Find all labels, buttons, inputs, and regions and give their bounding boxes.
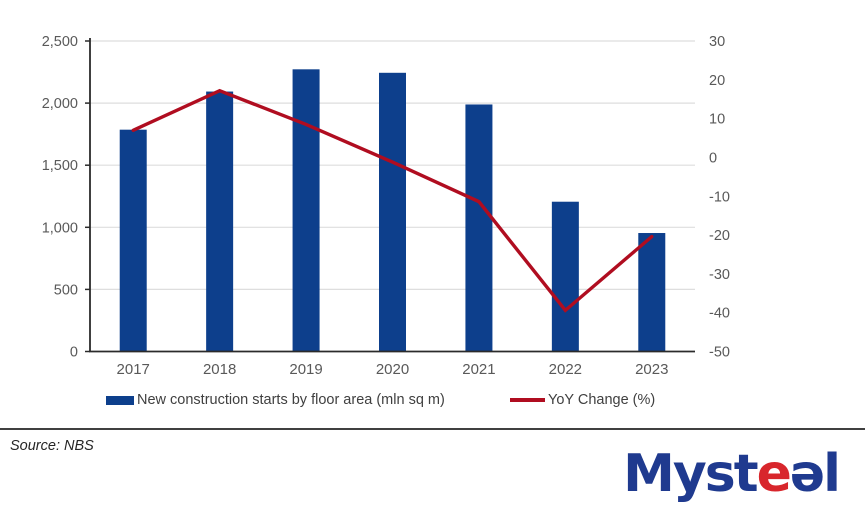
mysteel-logo: Mysteəl — [623, 444, 841, 504]
left-axis-tick-label: 2,000 — [42, 96, 78, 112]
source-note: Source: NBS — [10, 438, 94, 454]
bar-series-swatch — [106, 395, 134, 405]
line-series-swatch — [510, 398, 545, 402]
legend-item-bar-series: New construction starts by floor area (m… — [106, 392, 445, 408]
x-axis-label: 2018 — [203, 361, 236, 378]
right-axis-tick-label: -40 — [709, 306, 730, 322]
right-axis-tick-label: 30 — [709, 34, 725, 50]
bar-series-label: New construction starts by floor area (m… — [137, 392, 445, 408]
x-axis-label: 2019 — [289, 361, 322, 378]
logo-text-part: l — [823, 444, 841, 504]
footer-separator-line — [0, 428, 865, 430]
right-axis-tick-label: -30 — [709, 267, 730, 283]
right-axis-tick-label: -10 — [709, 189, 730, 205]
bar-2023 — [638, 233, 666, 352]
yoy-change-line — [131, 88, 654, 313]
logo-text-part: Myst — [623, 444, 758, 504]
x-axis-label: 2020 — [376, 361, 409, 378]
left-axis-tick-label: 1,000 — [42, 220, 78, 236]
left-axis-tick-label: 2,500 — [42, 34, 78, 50]
bar-2017 — [119, 129, 147, 352]
right-axis-tick-label: -20 — [709, 228, 730, 244]
x-axis-label: 2017 — [117, 361, 150, 378]
chart-legend: New construction starts by floor area (m… — [0, 392, 865, 410]
right-axis-tick-label: 0 — [709, 150, 717, 166]
logo-text-part: ə — [789, 444, 825, 504]
logo-text-part: e — [756, 444, 792, 504]
x-axis-label: 2022 — [549, 361, 582, 378]
line-series-label: YoY Change (%) — [548, 392, 656, 408]
left-axis-tick-label: 500 — [54, 282, 78, 298]
bar-2022 — [551, 201, 579, 352]
left-axis-tick-label: 1,500 — [42, 158, 78, 174]
left-axis-tick-label: 0 — [70, 345, 78, 361]
right-axis-tick-label: 10 — [709, 112, 725, 128]
bar-2018 — [206, 91, 234, 352]
combo-chart-canvas: 0 500 1,000 1,500 2,000 2,500 30 20 10 0 -10 -20 -30… — [42, 34, 730, 378]
bar-2019 — [292, 69, 320, 352]
x-axis-label: 2021 — [462, 361, 495, 378]
bar-2021 — [465, 104, 493, 352]
right-axis-tick-label: 20 — [709, 73, 725, 89]
bar-2020 — [379, 72, 406, 352]
right-axis-tick-label: -50 — [709, 345, 730, 361]
legend-item-line-series: YoY Change (%) — [510, 392, 655, 408]
x-axis-label: 2023 — [635, 361, 668, 378]
